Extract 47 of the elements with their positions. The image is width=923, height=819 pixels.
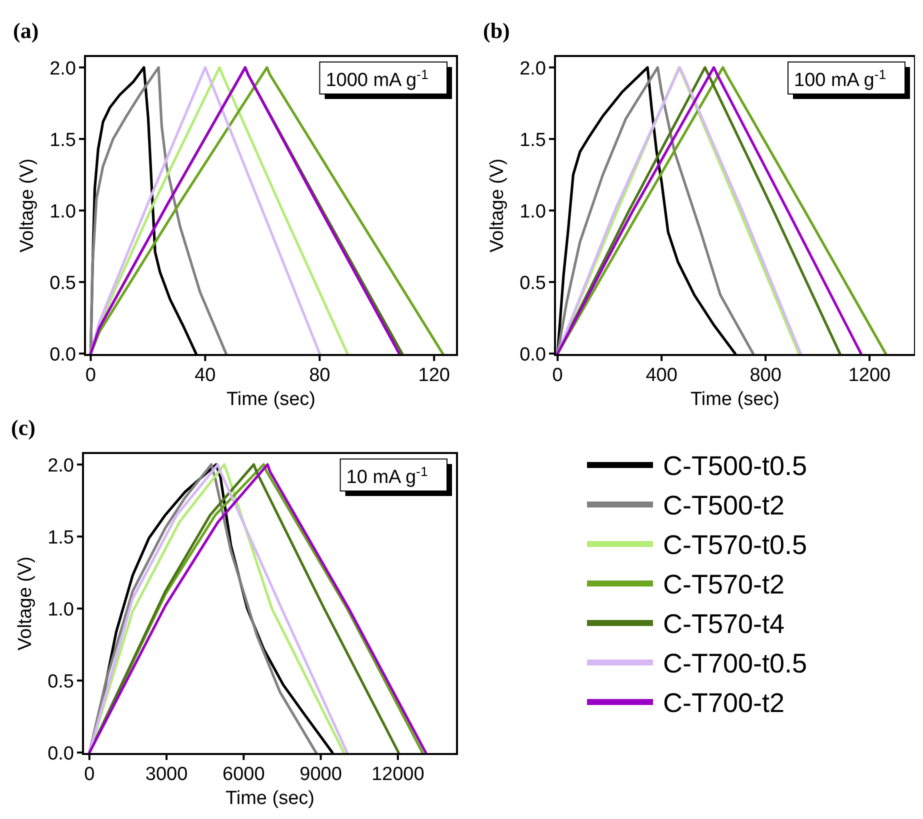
- legend-label: C-T700-t0.5: [663, 648, 808, 678]
- x-tick-label: 120: [418, 365, 450, 386]
- y-tick-label: 1.5: [48, 528, 74, 549]
- x-tick-label: 0: [85, 365, 96, 386]
- x-tick-label: 800: [750, 365, 782, 386]
- y-tick-label: 0.0: [520, 344, 546, 366]
- x-tick-label: 400: [646, 365, 678, 386]
- x-tick-label: 12000: [371, 764, 424, 785]
- y-tick-label: 2.0: [50, 58, 76, 80]
- y-tick-label: 0.0: [50, 344, 76, 366]
- annotation: 10 mA g$^{-1}$: [346, 464, 428, 488]
- annotation: 1000 mA g$^{-1}$: [326, 66, 428, 91]
- y-axis-title: Voltage (V): [17, 158, 38, 252]
- chart-title: (a): [13, 18, 39, 43]
- legend-label: C-T570-t0.5: [663, 530, 808, 560]
- legend-label: C-T500-t0.5: [663, 451, 808, 481]
- legend-label: C-T570-t4: [663, 609, 785, 639]
- y-tick-label: 0.5: [48, 672, 74, 693]
- x-tick-label: 0: [552, 365, 563, 386]
- y-tick-label: 0.0: [48, 744, 74, 765]
- x-tick-label: 1200: [848, 365, 891, 386]
- legend-label: C-T500-t2: [663, 490, 785, 520]
- legend-label: C-T570-t2: [663, 570, 785, 600]
- legend-label: C-T700-t2: [663, 688, 785, 718]
- y-tick-label: 0.5: [520, 273, 546, 294]
- y-axis-title: Voltage (V): [15, 556, 36, 650]
- y-tick-label: 2.0: [48, 456, 74, 477]
- x-tick-label: 6000: [222, 764, 265, 785]
- x-axis-title: Time (sec): [226, 389, 316, 410]
- x-axis-title: Time (sec): [225, 788, 315, 809]
- x-tick-label: 3000: [145, 764, 188, 785]
- y-tick-label: 0.5: [50, 273, 76, 294]
- x-tick-label: 9000: [300, 764, 342, 785]
- y-tick-label: 2.0: [520, 58, 546, 80]
- y-tick-label: 1.0: [520, 202, 546, 223]
- chart-title: (b): [483, 18, 510, 43]
- y-tick-label: 1.5: [520, 130, 546, 151]
- y-tick-label: 1.0: [48, 600, 74, 621]
- chart-title: (c): [11, 415, 36, 440]
- x-tick-label: 80: [309, 365, 330, 386]
- y-axis-title: Voltage (V): [487, 158, 508, 252]
- annotation: 100 mA g$^{-1}$: [794, 66, 886, 91]
- y-tick-label: 1.0: [50, 202, 76, 223]
- y-tick-label: 1.5: [50, 130, 76, 151]
- x-axis-title: Time (sec): [690, 389, 780, 410]
- x-tick-label: 0: [84, 764, 95, 785]
- x-tick-label: 40: [194, 365, 216, 386]
